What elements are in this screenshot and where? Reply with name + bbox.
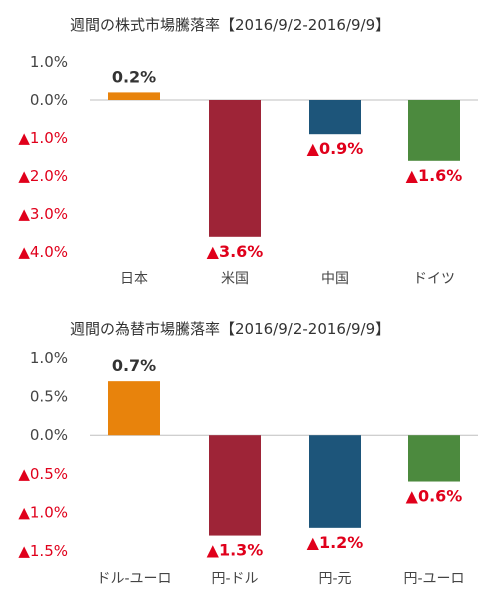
category-label: 米国 bbox=[221, 271, 249, 287]
y-tick-label: 0.0% bbox=[30, 426, 68, 444]
bar bbox=[209, 100, 261, 237]
y-tick-label: ▲1.0% bbox=[18, 503, 68, 521]
y-tick-label: 0.0% bbox=[30, 91, 68, 109]
category-label: 中国 bbox=[321, 271, 349, 287]
y-tick-label: ▲3.0% bbox=[18, 205, 68, 223]
data-label: ▲0.9% bbox=[307, 139, 364, 158]
data-label: 0.2% bbox=[112, 67, 156, 86]
bar bbox=[309, 435, 361, 528]
bar bbox=[408, 435, 460, 482]
y-tick-label: 0.5% bbox=[30, 388, 68, 406]
y-tick-label: 1.0% bbox=[30, 53, 68, 71]
bar bbox=[408, 100, 460, 161]
data-label: ▲1.3% bbox=[207, 541, 264, 560]
category-label: 円-ドル bbox=[211, 571, 258, 587]
y-tick-label: ▲1.5% bbox=[18, 542, 68, 560]
category-label: ドイツ bbox=[413, 271, 455, 287]
data-label: ▲3.6% bbox=[207, 242, 264, 261]
bar bbox=[108, 381, 160, 436]
y-tick-label: ▲2.0% bbox=[18, 167, 68, 185]
category-label: 円-元 bbox=[318, 571, 351, 587]
data-label: ▲1.2% bbox=[307, 533, 364, 552]
data-label: ▲1.6% bbox=[406, 166, 463, 185]
chart-title: 週間の為替市場騰落率【2016/9/2-2016/9/9】 bbox=[70, 320, 390, 338]
chart-1: 週間の株式市場騰落率【2016/9/2-2016/9/9】 1.0% 0.0% ▲1.… bbox=[18, 16, 478, 287]
data-label: 0.7% bbox=[112, 356, 156, 375]
bar bbox=[309, 100, 361, 135]
chart-2: 週間の為替市場騰落率【2016/9/2-2016/9/9】1.0% 0.5% 0.0… bbox=[18, 320, 478, 587]
chart-title: 週間の株式市場騰落率【2016/9/2-2016/9/9】 bbox=[70, 16, 390, 34]
y-tick-label: ▲0.5% bbox=[18, 465, 68, 483]
y-tick-label: ▲4.0% bbox=[18, 243, 68, 261]
y-tick-label: 1.0% bbox=[30, 349, 68, 367]
y-tick-label: ▲1.0% bbox=[18, 129, 68, 147]
bar bbox=[108, 92, 160, 100]
category-label: 日本 bbox=[120, 271, 148, 287]
bar bbox=[209, 435, 261, 536]
category-label: 円-ユーロ bbox=[403, 571, 464, 587]
category-label: ドル-ユーロ bbox=[96, 571, 171, 587]
data-label: ▲0.6% bbox=[406, 487, 463, 506]
